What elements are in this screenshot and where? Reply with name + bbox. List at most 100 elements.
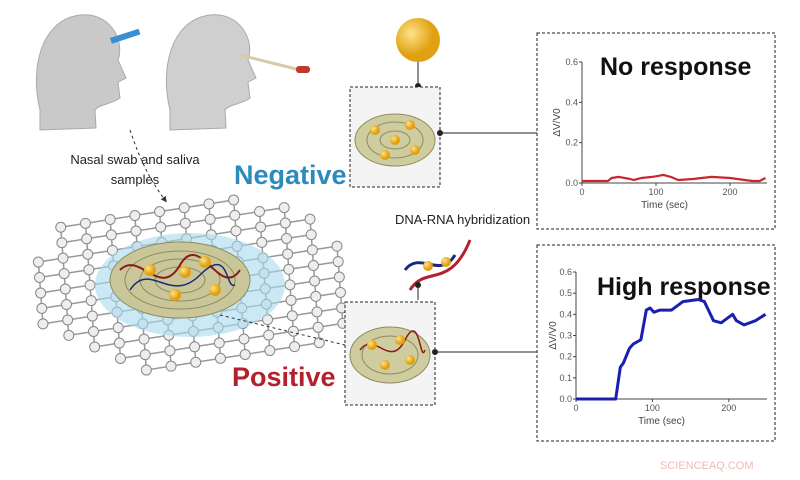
x-tick-label: 200 <box>721 403 736 413</box>
samples-label: Nasal swab and saliva samples <box>60 150 210 190</box>
lattice-atom <box>37 318 49 330</box>
positive-label: Positive <box>232 362 336 392</box>
lattice-atom <box>82 248 94 260</box>
lattice-atom <box>332 256 344 268</box>
y-tick-label: 0.4 <box>565 97 578 107</box>
lattice-atom <box>279 217 291 229</box>
lattice-atom <box>32 256 44 268</box>
no-response-chart: 0.0 0.2 0.4 0.6 0 100 200 Time (sec) ΔV/V0 No res… <box>552 53 767 211</box>
hybridization-label: DNA-RNA hybridization <box>395 212 531 227</box>
x-tick-label: 100 <box>645 403 660 413</box>
y-tick-label: 0.0 <box>565 178 578 188</box>
lattice-atom <box>305 229 317 241</box>
watermark: SCIENCEAQ.COM <box>660 460 754 472</box>
chart-title: High response <box>597 273 771 301</box>
lattice-atom <box>312 321 324 333</box>
lattice-atom <box>230 225 242 237</box>
lattice-atom <box>264 345 276 357</box>
lattice-atom <box>282 248 294 260</box>
lattice-atom <box>283 263 295 275</box>
lattice-atom <box>278 202 290 214</box>
lattice-atom <box>204 213 216 225</box>
lattice-atom <box>308 260 319 271</box>
lattice-atom <box>281 233 292 244</box>
lattice-atom <box>130 225 142 237</box>
y-tick-label: 0.3 <box>559 331 572 341</box>
high-response-chart: 0.0 0.1 0.2 0.3 0.4 0.5 0.6 0 100 200 Time (sec) ΔV… <box>548 267 771 427</box>
samples-label-line2: samples <box>110 172 160 187</box>
lattice-atom <box>112 322 124 334</box>
lattice-atom <box>61 299 72 310</box>
x-tick-label: 0 <box>573 403 578 413</box>
negative-label: Negative <box>234 160 347 190</box>
lattice-atom <box>263 329 275 341</box>
y-axis-label: ΔV/V0 <box>548 321 559 350</box>
electrode-coil <box>109 241 251 319</box>
negative-sensor-inset <box>349 86 441 188</box>
lattice-atom <box>63 329 75 341</box>
x-axis-label: Time (sec) <box>638 416 685 427</box>
lattice-atom <box>115 353 126 364</box>
lattice-atom <box>306 244 318 256</box>
lattice-atom <box>239 348 251 360</box>
x-axis-label: Time (sec) <box>641 200 688 211</box>
x-tick-label: 0 <box>579 187 584 197</box>
positive-sensor-inset <box>344 301 436 406</box>
lattice-atom <box>229 209 241 221</box>
lattice-atom <box>89 341 101 353</box>
lattice-atom <box>164 345 176 357</box>
lattice-atom <box>333 271 345 283</box>
lattice-atom <box>113 337 125 349</box>
lattice-atom <box>55 221 67 233</box>
y-tick-label: 0.6 <box>559 267 572 277</box>
lattice-atom <box>189 341 201 353</box>
lattice-atom <box>85 295 97 307</box>
y-tick-label: 0.6 <box>565 57 578 67</box>
gold-nanoparticle-icon <box>396 18 440 62</box>
lattice-atom <box>79 217 91 229</box>
lattice-atom <box>165 360 177 372</box>
lattice-atom <box>304 213 316 225</box>
lattice-atom <box>155 221 167 233</box>
lattice-atom <box>58 268 70 280</box>
y-tick-label: 0.2 <box>565 138 578 148</box>
lattice-atom <box>35 287 47 299</box>
y-axis-label: ΔV/V0 <box>552 108 563 137</box>
lattice-atom <box>284 279 296 291</box>
nasal-swab-person-illustration <box>165 14 310 131</box>
lattice-atom <box>81 233 93 245</box>
lattice-atom <box>129 210 141 222</box>
lattice-atom <box>309 275 321 287</box>
lattice-atom <box>86 310 98 322</box>
swab-icon <box>239 53 301 72</box>
lattice-atom <box>190 356 202 368</box>
lattice-atom <box>105 229 117 241</box>
lattice-atom <box>214 352 226 364</box>
y-tick-label: 0.4 <box>559 309 572 319</box>
lattice-atom <box>179 217 191 229</box>
lattice-atom <box>154 206 166 218</box>
lattice-atom <box>59 283 71 295</box>
chart-title: No response <box>600 53 752 81</box>
saliva-collector-icon <box>109 28 141 44</box>
lattice-atom <box>311 306 323 318</box>
lattice-atom <box>331 240 343 252</box>
lattice-atom <box>313 337 325 349</box>
lattice-atom <box>228 194 240 206</box>
y-tick-label: 0.1 <box>559 373 572 383</box>
lattice-atom <box>178 202 190 214</box>
lattice-atom <box>104 213 116 225</box>
y-tick-label: 0.5 <box>559 288 572 298</box>
lattice-atom <box>62 314 74 326</box>
y-tick-label: 0.2 <box>559 352 572 362</box>
lattice-atom <box>310 290 322 302</box>
sample-arrow <box>129 129 167 203</box>
lattice-atom <box>213 337 225 349</box>
dna-rna-hybrid-icon <box>403 239 472 291</box>
high-response-chart-frame <box>536 244 776 442</box>
lattice-atom <box>335 287 346 298</box>
lattice-atom <box>84 279 96 291</box>
lattice-atom <box>289 341 301 353</box>
y-tick-label: 0.0 <box>559 394 572 404</box>
